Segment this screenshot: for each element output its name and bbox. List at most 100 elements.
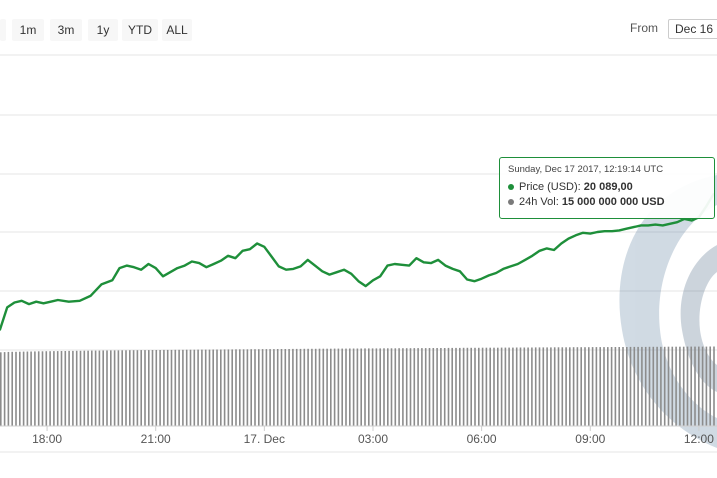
volume-bar [599, 347, 601, 426]
volume-bar [618, 347, 620, 426]
watermark-logo [619, 175, 717, 448]
range-button-ytd[interactable]: YTD [122, 19, 158, 41]
volume-bar [534, 347, 537, 426]
volume-bar [159, 350, 161, 426]
volume-bar [652, 346, 655, 426]
volume-bar [197, 349, 199, 426]
volume-bar [110, 350, 112, 426]
volume-bar [512, 347, 514, 426]
range-button-3m[interactable]: 3m [50, 19, 82, 41]
tooltip-volume-value: 15 000 000 000 USD [561, 196, 665, 208]
tooltip-date: Sunday, Dec 17 2017, 12:19:14 UTC [508, 164, 664, 175]
tooltip-volume-row: 24h Vol: 15 000 000 000 USD [508, 195, 706, 210]
x-axis: 18:00 21:00 17. Dec 03:00 06:00 09:00 12:00 [0, 425, 717, 453]
volume-bar [227, 349, 230, 426]
volume-bar [660, 346, 662, 426]
volume-bar [170, 349, 173, 426]
volume-bar [166, 349, 169, 426]
volume-bar [417, 348, 419, 426]
volume-bar [140, 350, 142, 426]
volume-bar [307, 348, 309, 426]
volume-bar [341, 348, 343, 426]
volume-bar [371, 348, 374, 426]
range-button-1m[interactable]: 1m [12, 19, 44, 41]
volume-bar [459, 347, 461, 426]
volume-bar [432, 348, 435, 426]
volume-bar [497, 347, 499, 426]
x-tick-label: 09:00 [575, 432, 605, 446]
volume-bar [398, 348, 400, 426]
volume-bar [546, 347, 548, 426]
volume-bar [387, 348, 389, 426]
volume-bar [644, 346, 647, 426]
volume-bar [436, 348, 438, 426]
volume-bar [318, 348, 321, 426]
volume-bar [360, 348, 362, 426]
volume-bar [68, 350, 70, 426]
volume-bar [261, 349, 264, 426]
volume-bar [250, 349, 252, 426]
volume-bar [622, 347, 624, 426]
volume-bar [481, 347, 484, 426]
volume-bar [667, 346, 670, 426]
volume-bar [679, 346, 681, 426]
volume-bar [72, 350, 74, 426]
range-button-all[interactable]: ALL [162, 19, 192, 41]
volume-bar [428, 348, 431, 426]
volume-bar [303, 348, 306, 426]
volume-bar [19, 351, 21, 426]
volume-bar [671, 346, 674, 426]
volume-bar [64, 351, 67, 426]
watermark-ring-inner [680, 245, 717, 392]
x-tick-label: 12:00 [684, 432, 714, 446]
volume-bar [330, 348, 332, 426]
volume-bar [178, 349, 180, 426]
volume-bar [405, 348, 408, 426]
volume-bar [30, 351, 32, 426]
volume-bar [565, 347, 567, 426]
volume-bar [531, 347, 533, 426]
volume-bar [478, 347, 480, 426]
volume-bar [284, 349, 287, 426]
volume-bar [174, 349, 177, 426]
volume-bar [333, 348, 336, 426]
tooltip: Sunday, Dec 17 2017, 12:19:14 UTC Price … [499, 157, 715, 219]
volume-bar [311, 348, 313, 426]
volume-bar [504, 347, 507, 426]
volume-bar [352, 348, 355, 426]
tooltip-price-label: Price (USD): [519, 181, 581, 193]
volume-bar [98, 350, 101, 426]
range-button-partial[interactable] [0, 19, 6, 41]
volume-bar [193, 349, 196, 426]
range-button-1y[interactable]: 1y [88, 19, 118, 41]
volume-bar [610, 347, 613, 426]
volume-bar [603, 347, 605, 426]
from-date-input[interactable] [668, 19, 717, 39]
volume-bar [239, 349, 241, 426]
volume-bar [15, 351, 17, 426]
volume-bar [216, 349, 218, 426]
volume-bar [94, 350, 97, 426]
volume-bar [588, 347, 590, 426]
volume-bar [538, 347, 541, 426]
volume-bar [542, 347, 545, 426]
volume-bar [474, 347, 476, 426]
volume-bar [212, 349, 214, 426]
volume-bar [26, 351, 29, 426]
tooltip-volume-label: 24h Vol: [519, 196, 559, 208]
volume-bar [34, 351, 36, 426]
x-tick-label: 21:00 [141, 432, 171, 446]
volume-bar [37, 351, 40, 426]
volume-bar [136, 350, 139, 426]
volume-bar [607, 347, 609, 426]
volume-bar [288, 349, 290, 426]
volume-bar [500, 347, 503, 426]
volume-bar [41, 351, 44, 426]
volume-bar [550, 347, 552, 426]
volume-bar [204, 349, 207, 426]
price-line-series [0, 193, 715, 331]
volume-bar [3, 352, 6, 426]
watermark-ring-outer [619, 175, 717, 448]
x-tick-label: 06:00 [467, 432, 497, 446]
volume-bar [686, 346, 689, 426]
